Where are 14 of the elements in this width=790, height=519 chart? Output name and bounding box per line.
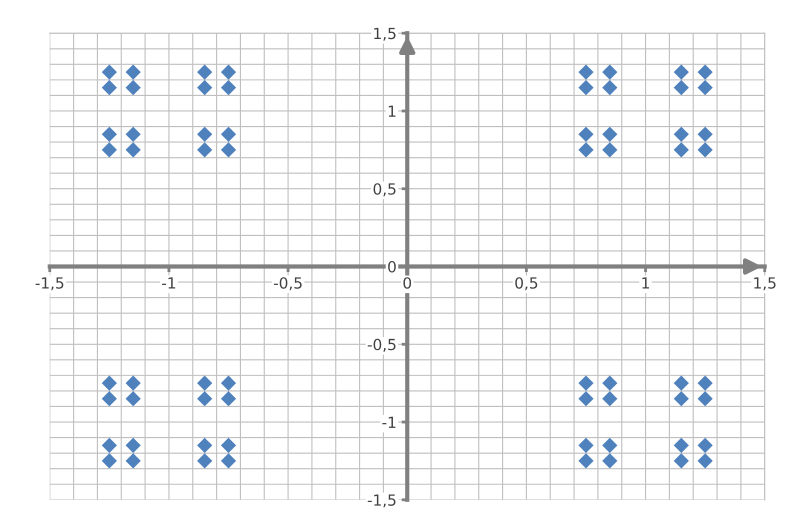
x-tick-label: -1 [162, 277, 176, 289]
y-tick-label: 1,5 [374, 28, 396, 41]
x-tick-label: -1,5 [36, 277, 64, 290]
x-tick-label: 0 [403, 277, 412, 289]
x-tick-label: -0,5 [274, 277, 302, 290]
y-tick-label: 1 [388, 106, 396, 117]
x-tick-label: 1 [642, 277, 650, 289]
y-tick-label: 0 [388, 260, 396, 273]
x-tick-label: 1,5 [754, 277, 776, 290]
y-tick-label: -1,5 [368, 494, 396, 508]
x-tick-label: 0,5 [515, 277, 538, 290]
y-tick-label: -1 [382, 416, 396, 428]
y-tick-label: 0,5 [374, 183, 396, 196]
y-tick-label: -0,5 [368, 338, 396, 352]
